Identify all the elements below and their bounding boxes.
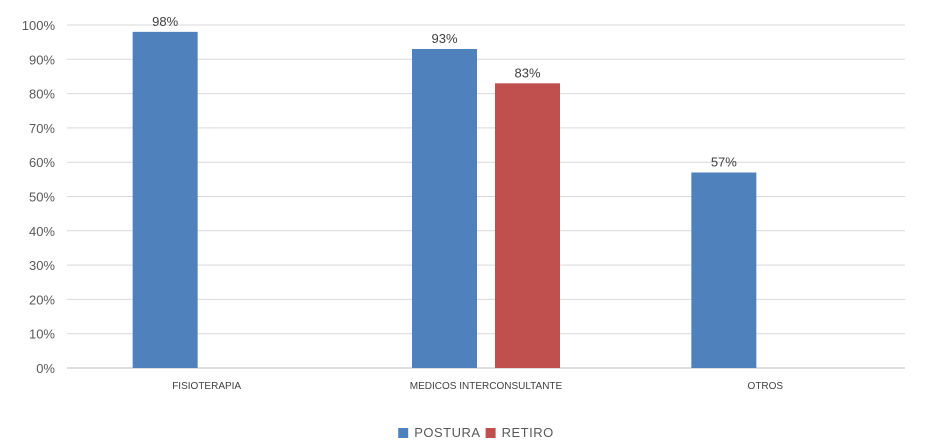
y-tick-label: 0% (36, 361, 55, 376)
bars (132, 31, 757, 369)
data-label: 57% (711, 154, 737, 169)
bar-retiro-2 (495, 83, 560, 368)
x-axis: FISIOTERAPIA MEDICOS INTERCONSULTANTE OTRO… (172, 381, 783, 392)
legend: POSTURA RETIRO (398, 425, 554, 440)
bar-postura-1 (132, 31, 198, 369)
x-category-label: FISIOTERAPIA (172, 381, 241, 392)
gridlines (67, 24, 905, 369)
y-tick-label: 60% (29, 155, 55, 170)
y-tick-label: 40% (29, 224, 55, 239)
y-tick-label: 20% (29, 292, 55, 307)
data-label: 93% (431, 31, 457, 46)
data-labels: 98% 93% 83% 57% (152, 14, 737, 170)
x-category-label: OTROS (748, 381, 784, 392)
legend-label-retiro: RETIRO (502, 425, 554, 440)
y-tick-label: 90% (29, 52, 55, 67)
y-axis: 0% 10% 20% 30% 40% 50% 60% 70% 80% 90% 100% (22, 18, 56, 376)
y-tick-label: 100% (22, 18, 56, 33)
y-tick-label: 10% (29, 327, 55, 342)
data-label: 98% (152, 14, 178, 29)
bar-postura-3 (691, 172, 757, 368)
legend-label-postura: POSTURA (414, 425, 480, 440)
legend-swatch-retiro (485, 428, 496, 438)
y-tick-label: 30% (29, 258, 55, 273)
x-category-label: MEDICOS INTERCONSULTANTE (410, 381, 563, 392)
y-tick-label: 80% (29, 87, 55, 102)
data-label: 83% (514, 65, 540, 80)
legend-swatch-postura (398, 428, 409, 438)
y-tick-label: 50% (29, 190, 55, 205)
y-tick-label: 70% (29, 121, 55, 136)
bar-postura-2 (412, 49, 477, 368)
